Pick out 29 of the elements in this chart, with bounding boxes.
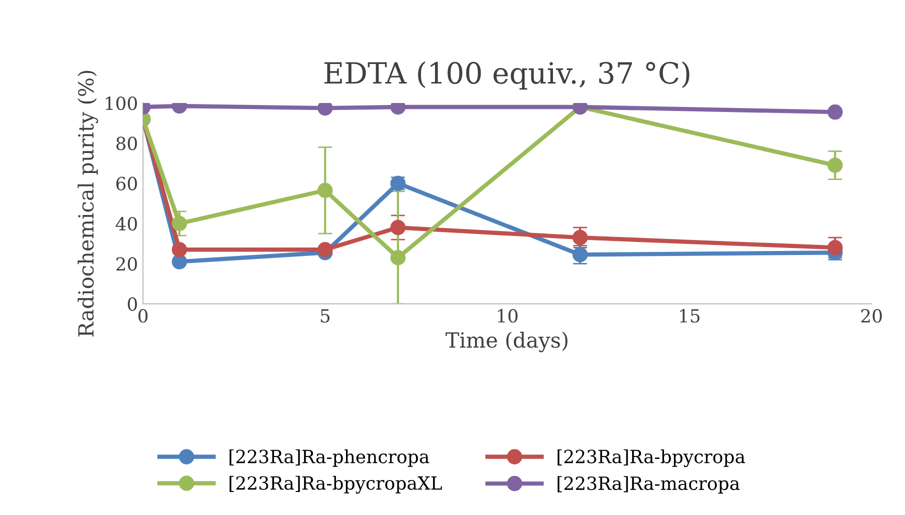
legend-label: [223Ra]Ra-macropa [558, 476, 740, 494]
y-tick-label: 0 [128, 297, 137, 311]
point [390, 220, 406, 236]
y-tick-label: 80 [116, 136, 137, 150]
legend-label: [223Ra]Ra-bpycropa [558, 449, 746, 468]
point [317, 182, 333, 198]
y-tick-label: 40 [116, 216, 137, 231]
y-tick-label: 20 [116, 257, 137, 271]
point [172, 216, 188, 232]
point [827, 240, 843, 256]
x-tick-label: 10 [498, 309, 518, 323]
x-tick-label: 5 [320, 309, 330, 323]
legend-label: [223Ra]Ra-bpycropaXL [230, 476, 442, 494]
x-axis-title: Time (days) [446, 332, 568, 352]
legend-label: [223Ra]Ra-phencropa [230, 449, 430, 467]
x-tick-label: 0 [138, 309, 148, 323]
point [317, 103, 333, 116]
y-tick-label: 60 [116, 176, 137, 190]
point [172, 242, 188, 258]
point [572, 230, 588, 246]
x-tick-label: 20 [861, 309, 882, 323]
y-tick-label: 100 [106, 96, 137, 110]
point [317, 242, 333, 258]
y-axis-title: Radiochemical purity (%) [78, 70, 98, 337]
chart-title: EDTA (100 equiv., 37 °C) [324, 61, 690, 90]
point [390, 250, 406, 266]
x-tick-label: 15 [680, 309, 700, 323]
point [827, 104, 843, 120]
point [827, 158, 843, 173]
